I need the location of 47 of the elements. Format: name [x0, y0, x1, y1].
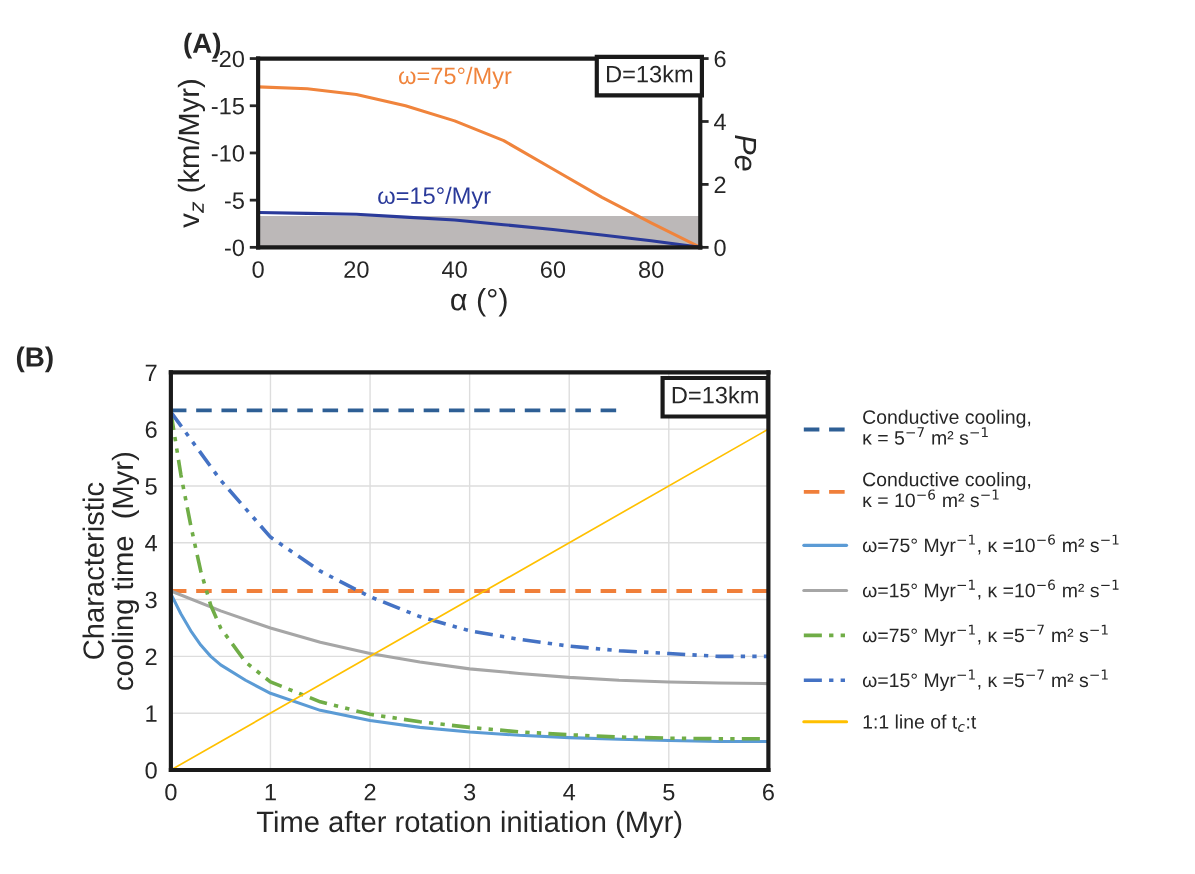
x-tick-label: 3	[463, 783, 476, 801]
x-tick-label: 60	[540, 261, 566, 278]
x-tick-label: 0	[165, 783, 177, 801]
annotation: D=13km	[607, 65, 693, 83]
x-axis-title: α (°)	[451, 288, 507, 317]
line-series	[170, 410, 769, 659]
y-tick-label: -5	[224, 192, 244, 209]
y2-tick-label: 6	[714, 50, 726, 68]
x-tick-label: 2	[364, 783, 376, 801]
x-tick-label: 0	[252, 261, 264, 278]
x-tick-label: 6	[763, 783, 774, 801]
x-tick-label: 1	[265, 784, 276, 801]
y-tick-label: 2	[145, 648, 157, 665]
series-label: ω=15°/Myr	[378, 186, 491, 209]
legend-label: ω=75° Myr$^{−1}$, κ =5$^{−7}$ m² s$^{−1}$	[862, 624, 1108, 647]
y-tick-label: 4	[145, 535, 157, 552]
y-axis-title: v$_{z}$ (km/Myr)	[177, 80, 206, 228]
y2-tick-label: 0	[714, 239, 726, 257]
x-tick-label: 80	[639, 261, 664, 278]
legend-label: ω=75° Myr$^{−1}$, κ =10$^{−6}$ m² s$^{−1}$	[862, 534, 1119, 557]
legend-label: Conductive cooling, κ = 5$^{−7}$ m² s$^{−1}$	[863, 409, 1031, 445]
y-axis-title: Characteristic cooling time (Myr)	[82, 453, 140, 690]
y-tick-label: -0	[224, 239, 244, 257]
y2-tick-label: 2	[714, 176, 726, 193]
x-tick-label: 20	[344, 261, 369, 278]
legend-label: Conductive cooling, κ = 10$^{−6}$ m² s$^{−1}$	[863, 472, 1031, 508]
y-tick-label: 6	[145, 421, 157, 438]
y-tick-label: 5	[145, 478, 157, 495]
legend-label: 1:1 line of t$_{c}$:t	[863, 714, 977, 732]
x-tick-label: 5	[663, 784, 675, 801]
x-axis-title: Time after rotation initiation (Myr)	[256, 810, 682, 838]
y-tick-label: -10	[211, 145, 245, 162]
legend-label: ω=15° Myr$^{−1}$, κ =10$^{−6}$ m² s$^{−1}$	[862, 579, 1119, 602]
legend-label: ω=15° Myr$^{−1}$, κ =5$^{−7}$ m² s$^{−1}$	[862, 669, 1108, 692]
y2-tick-label: 4	[714, 113, 726, 131]
line-series	[170, 589, 769, 686]
y2-axis-title: Pe	[734, 135, 757, 171]
y-tick-label: 0	[145, 762, 157, 779]
series-label: ω=75°/Myr	[399, 66, 512, 89]
y-tick-label: 1	[146, 705, 157, 722]
x-tick-label: 40	[442, 261, 467, 278]
y-tick-label: -15	[211, 98, 244, 115]
annotation: D=13km	[672, 386, 758, 404]
y-tick-label: 3	[145, 591, 157, 609]
chart-title: (B)	[16, 346, 53, 373]
x-tick-label: 4	[563, 784, 576, 801]
y-tick-label: 7	[145, 364, 157, 381]
